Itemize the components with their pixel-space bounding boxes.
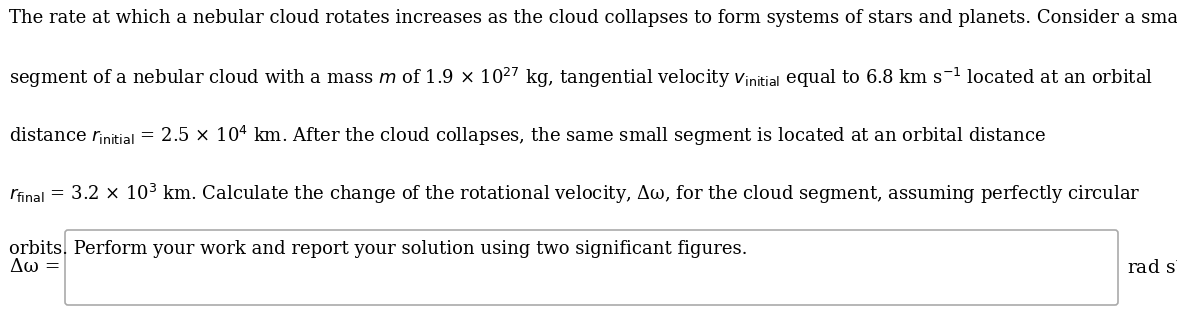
- Text: Δω =: Δω =: [9, 258, 60, 276]
- Text: orbits. Perform your work and report your solution using two significant figures: orbits. Perform your work and report you…: [9, 240, 747, 258]
- FancyBboxPatch shape: [65, 230, 1118, 305]
- Text: rad s$^{-1}$: rad s$^{-1}$: [1128, 256, 1177, 278]
- Text: distance $r_{\mathrm{initial}}$ = 2.5 × 10$^{4}$ km. After the cloud collapses, : distance $r_{\mathrm{initial}}$ = 2.5 × …: [9, 124, 1046, 148]
- Text: $r_{\mathrm{final}}$ = 3.2 × 10$^{3}$ km. Calculate the change of the rotational: $r_{\mathrm{final}}$ = 3.2 × 10$^{3}$ km…: [9, 182, 1141, 206]
- Text: The rate at which a nebular cloud rotates increases as the cloud collapses to fo: The rate at which a nebular cloud rotate…: [9, 9, 1177, 27]
- Text: segment of a nebular cloud with a mass $m$ of 1.9 × 10$^{27}$ kg, tangential vel: segment of a nebular cloud with a mass $…: [9, 66, 1153, 90]
